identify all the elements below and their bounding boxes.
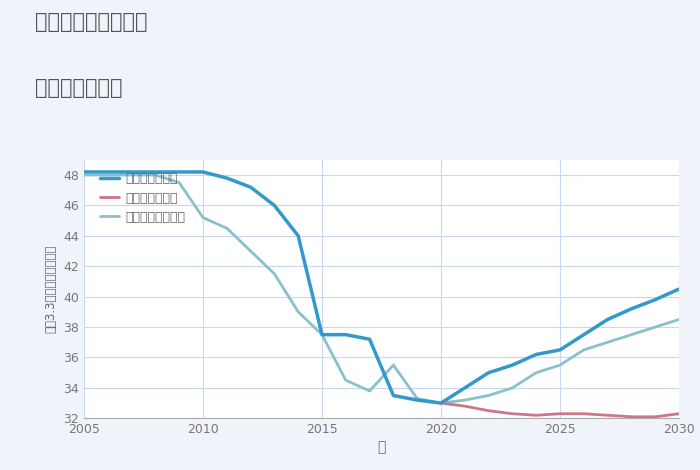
グッドシナリオ [246, 184, 255, 190]
ノーマルシナリオ [318, 332, 326, 337]
グッドシナリオ [580, 332, 588, 337]
ノーマルシナリオ [365, 388, 374, 394]
グッドシナリオ [342, 332, 350, 337]
バッドシナリオ [580, 411, 588, 416]
ノーマルシナリオ [675, 317, 683, 322]
ノーマルシナリオ [603, 339, 612, 345]
グッドシナリオ [675, 286, 683, 292]
グッドシナリオ [532, 352, 540, 357]
X-axis label: 年: 年 [377, 440, 386, 454]
グッドシナリオ [127, 169, 136, 175]
ノーマルシナリオ [294, 309, 302, 315]
グッドシナリオ [318, 332, 326, 337]
バッドシナリオ [627, 414, 636, 420]
ノーマルシナリオ [246, 248, 255, 254]
ノーマルシナリオ [556, 362, 564, 368]
ノーマルシナリオ [437, 400, 445, 406]
Text: 岐阜県山県市大門の: 岐阜県山県市大門の [35, 12, 148, 32]
ノーマルシナリオ [461, 397, 469, 403]
ノーマルシナリオ [651, 324, 659, 330]
ノーマルシナリオ [175, 180, 183, 186]
ノーマルシナリオ [151, 172, 160, 178]
グッドシナリオ [80, 169, 88, 175]
ノーマルシナリオ [104, 172, 112, 178]
ノーマルシナリオ [484, 392, 493, 398]
バッドシナリオ [437, 400, 445, 406]
グッドシナリオ [461, 385, 469, 391]
ノーマルシナリオ [580, 347, 588, 352]
Line: グッドシナリオ: グッドシナリオ [84, 172, 679, 403]
バッドシナリオ [556, 411, 564, 416]
ノーマルシナリオ [127, 172, 136, 178]
ノーマルシナリオ [627, 332, 636, 337]
ノーマルシナリオ [389, 362, 398, 368]
グッドシナリオ [484, 370, 493, 376]
バッドシナリオ [508, 411, 517, 416]
グッドシナリオ [627, 306, 636, 312]
Line: バッドシナリオ: バッドシナリオ [441, 403, 679, 417]
Y-axis label: 坪（3.3㎡）単価（万円）: 坪（3.3㎡）単価（万円） [45, 245, 57, 333]
グッドシナリオ [651, 297, 659, 303]
グッドシナリオ [294, 233, 302, 239]
グッドシナリオ [175, 169, 183, 175]
グッドシナリオ [104, 169, 112, 175]
バッドシナリオ [675, 411, 683, 416]
ノーマルシナリオ [532, 370, 540, 376]
ノーマルシナリオ [508, 385, 517, 391]
バッドシナリオ [603, 413, 612, 418]
バッドシナリオ [651, 414, 659, 420]
グッドシナリオ [223, 175, 231, 181]
バッドシナリオ [532, 413, 540, 418]
グッドシナリオ [365, 337, 374, 342]
Text: 土地の価格推移: 土地の価格推移 [35, 78, 122, 98]
バッドシナリオ [484, 408, 493, 414]
グッドシナリオ [556, 347, 564, 352]
ノーマルシナリオ [223, 226, 231, 231]
ノーマルシナリオ [80, 172, 88, 178]
ノーマルシナリオ [413, 396, 421, 401]
Legend: グッドシナリオ, バッドシナリオ, ノーマルシナリオ: グッドシナリオ, バッドシナリオ, ノーマルシナリオ [96, 169, 189, 227]
グッドシナリオ [413, 397, 421, 403]
ノーマルシナリオ [199, 215, 207, 220]
グッドシナリオ [199, 169, 207, 175]
グッドシナリオ [389, 392, 398, 398]
グッドシナリオ [603, 317, 612, 322]
ノーマルシナリオ [270, 271, 279, 277]
グッドシナリオ [151, 169, 160, 175]
グッドシナリオ [437, 400, 445, 406]
グッドシナリオ [508, 362, 517, 368]
バッドシナリオ [461, 403, 469, 409]
グッドシナリオ [270, 203, 279, 208]
ノーマルシナリオ [342, 377, 350, 383]
Line: ノーマルシナリオ: ノーマルシナリオ [84, 175, 679, 403]
